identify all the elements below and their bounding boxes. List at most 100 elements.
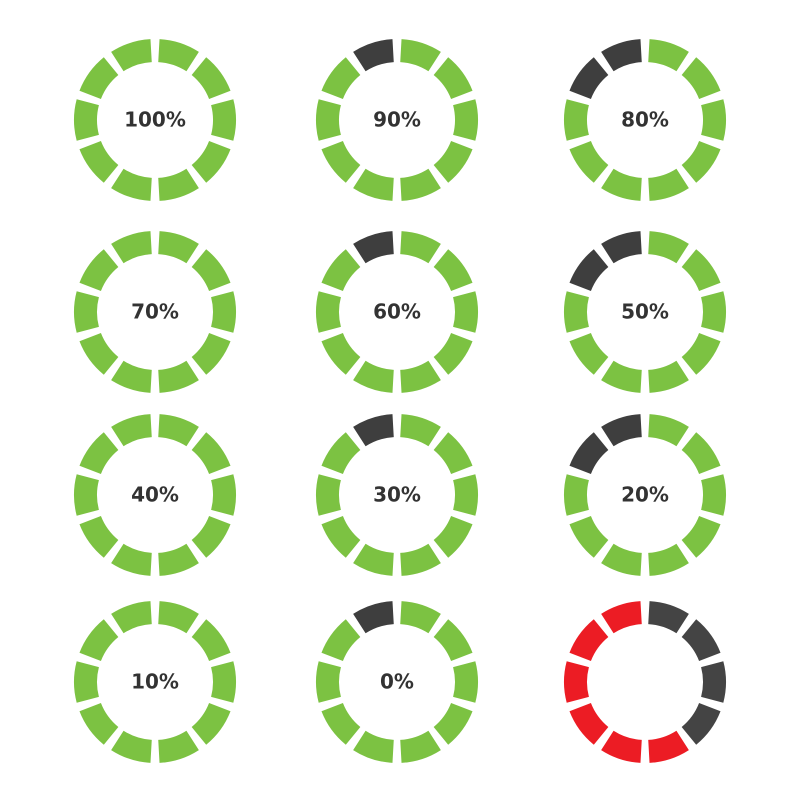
ring-segment	[569, 702, 609, 745]
ring-segment	[353, 730, 394, 763]
ring-segment	[211, 661, 236, 703]
ring-segment	[321, 57, 361, 100]
ring-segment	[321, 249, 361, 292]
ring-segment	[400, 39, 441, 72]
ring-segment	[321, 140, 361, 183]
ring-segment	[601, 360, 642, 393]
ring-segment	[701, 291, 726, 333]
ring-segment	[191, 702, 231, 745]
ring-segment	[321, 332, 361, 375]
ring-segment	[681, 332, 721, 375]
ring-segment	[601, 730, 642, 763]
ring-segment	[158, 168, 199, 201]
ring-segment	[453, 99, 478, 141]
ring-segment	[601, 168, 642, 201]
ring-segment	[111, 730, 152, 763]
ring-segment	[569, 432, 609, 475]
ring-segment	[111, 231, 152, 264]
ring-segment	[111, 360, 152, 393]
ring-segment	[353, 231, 394, 264]
ring-segment	[569, 140, 609, 183]
ring-segment	[79, 515, 119, 558]
ring-segment	[191, 249, 231, 292]
ring-segment	[79, 57, 119, 100]
ring-segment	[400, 168, 441, 201]
ring-segment	[316, 661, 341, 703]
ring-segment	[191, 332, 231, 375]
ring-segment	[158, 39, 199, 72]
ring-segment	[701, 474, 726, 516]
ring-segment	[648, 39, 689, 72]
ring-segment	[111, 168, 152, 201]
ring-segment	[191, 619, 231, 662]
ring-segment	[648, 360, 689, 393]
ring-segment	[353, 543, 394, 576]
ring-segment	[453, 291, 478, 333]
ring-segment	[191, 515, 231, 558]
ring-segment	[79, 332, 119, 375]
ring-segment	[681, 515, 721, 558]
ring-segment	[158, 414, 199, 447]
ring-segment	[211, 474, 236, 516]
ring-segment	[400, 730, 441, 763]
ring-segment	[433, 140, 473, 183]
ring-segment	[681, 619, 721, 662]
ring-segment	[79, 249, 119, 292]
ring-segment	[433, 515, 473, 558]
ring-segment	[601, 231, 642, 264]
ring-segment	[648, 231, 689, 264]
ring-segment	[701, 661, 726, 703]
ring-segment	[79, 140, 119, 183]
ring-segment	[400, 601, 441, 634]
ring-segment	[601, 601, 642, 634]
ring-segment	[191, 432, 231, 475]
ring-segment	[111, 601, 152, 634]
ring-segment	[79, 702, 119, 745]
ring-segment	[701, 99, 727, 141]
ring-segment	[569, 619, 609, 662]
ring-segment	[648, 730, 689, 763]
ring-segment	[353, 168, 394, 201]
ring-label: 10%	[131, 670, 179, 694]
ring-segment	[191, 57, 231, 100]
ring-segment	[79, 432, 119, 475]
ring-segment	[400, 360, 441, 393]
ring-segment	[74, 291, 99, 333]
ring-segment	[648, 543, 689, 576]
ring-segment	[74, 99, 99, 141]
ring-segment	[569, 249, 609, 292]
ring-label: 90%	[373, 108, 421, 132]
ring-segment	[353, 601, 394, 634]
ring-segment	[158, 730, 199, 763]
ring-segment	[321, 432, 361, 475]
ring-segment	[648, 168, 689, 201]
ring-segment	[433, 249, 473, 292]
ring-segment	[316, 99, 341, 141]
ring-segment	[681, 140, 721, 183]
ring-segment	[316, 474, 341, 516]
ring-segment	[681, 249, 721, 292]
ring-segment	[564, 474, 589, 516]
ring-segment	[453, 474, 478, 516]
ring-segment	[111, 543, 152, 576]
ring-label: 30%	[373, 483, 421, 507]
ring-segment	[564, 291, 589, 333]
ring-segment	[681, 702, 721, 745]
ring-segment	[211, 291, 236, 333]
ring-segment	[569, 57, 609, 100]
ring-segment	[648, 601, 689, 634]
ring-segment	[353, 360, 394, 393]
ring-segment	[433, 619, 473, 662]
ring-segment	[433, 702, 473, 745]
ring-segment	[400, 543, 441, 576]
ring-segment	[353, 39, 394, 72]
ring-segment	[453, 661, 478, 703]
ring-segment	[564, 661, 589, 703]
ring-label: 50%	[621, 300, 669, 324]
ring-segment	[111, 414, 152, 447]
ring-segment	[648, 414, 689, 447]
ring-segment	[564, 99, 589, 141]
ring-segment	[601, 414, 642, 447]
